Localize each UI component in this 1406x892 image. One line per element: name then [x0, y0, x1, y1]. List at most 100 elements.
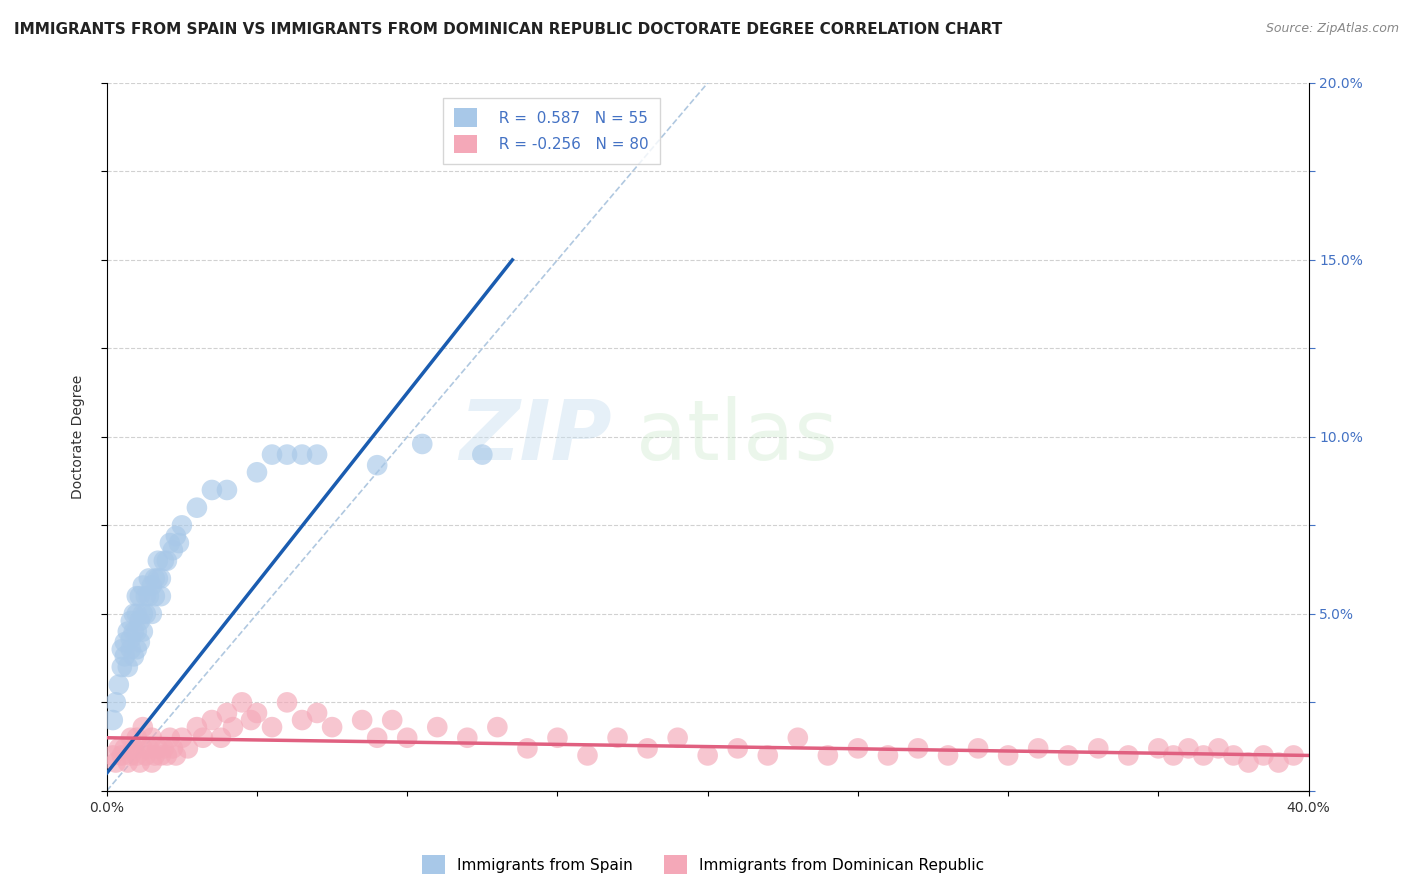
- Point: [146, 741, 169, 756]
- Point: [117, 660, 139, 674]
- Point: [209, 731, 232, 745]
- Point: [246, 706, 269, 720]
- Point: [170, 731, 193, 745]
- Point: [122, 741, 145, 756]
- Point: [177, 741, 200, 756]
- Point: [411, 437, 433, 451]
- Text: ZIP: ZIP: [458, 396, 612, 477]
- Point: [426, 720, 449, 734]
- Point: [132, 741, 155, 756]
- Point: [141, 578, 163, 592]
- Point: [1118, 748, 1140, 763]
- Point: [122, 649, 145, 664]
- Point: [186, 500, 208, 515]
- Point: [111, 660, 134, 674]
- Point: [159, 536, 181, 550]
- Point: [576, 748, 599, 763]
- Point: [1237, 756, 1260, 770]
- Legend:   R =  0.587   N = 55,   R = -0.256   N = 80: R = 0.587 N = 55, R = -0.256 N = 80: [443, 97, 659, 164]
- Y-axis label: Doctorate Degree: Doctorate Degree: [72, 375, 86, 499]
- Point: [156, 748, 179, 763]
- Point: [606, 731, 628, 745]
- Point: [240, 713, 263, 727]
- Point: [1222, 748, 1244, 763]
- Point: [143, 589, 166, 603]
- Point: [162, 741, 184, 756]
- Point: [186, 720, 208, 734]
- Point: [107, 741, 129, 756]
- Point: [666, 731, 689, 745]
- Point: [104, 695, 127, 709]
- Point: [138, 741, 160, 756]
- Point: [143, 748, 166, 763]
- Point: [786, 731, 808, 745]
- Point: [132, 578, 155, 592]
- Point: [120, 731, 142, 745]
- Point: [471, 448, 494, 462]
- Point: [260, 448, 283, 462]
- Point: [291, 713, 314, 727]
- Point: [149, 748, 172, 763]
- Point: [817, 748, 839, 763]
- Point: [276, 448, 298, 462]
- Point: [396, 731, 419, 745]
- Point: [637, 741, 659, 756]
- Point: [132, 624, 155, 639]
- Point: [1208, 741, 1230, 756]
- Point: [321, 720, 343, 734]
- Point: [141, 607, 163, 621]
- Point: [967, 741, 990, 756]
- Point: [307, 706, 329, 720]
- Point: [231, 695, 253, 709]
- Point: [135, 607, 157, 621]
- Point: [156, 554, 179, 568]
- Point: [165, 748, 187, 763]
- Point: [352, 713, 374, 727]
- Point: [120, 614, 142, 628]
- Point: [120, 632, 142, 646]
- Point: [125, 731, 148, 745]
- Point: [138, 572, 160, 586]
- Point: [1087, 741, 1109, 756]
- Point: [125, 607, 148, 621]
- Point: [215, 483, 238, 497]
- Point: [696, 748, 718, 763]
- Point: [907, 741, 929, 756]
- Point: [276, 695, 298, 709]
- Point: [101, 713, 124, 727]
- Point: [143, 572, 166, 586]
- Point: [132, 607, 155, 621]
- Point: [222, 720, 245, 734]
- Point: [170, 518, 193, 533]
- Text: Source: ZipAtlas.com: Source: ZipAtlas.com: [1265, 22, 1399, 36]
- Point: [149, 572, 172, 586]
- Point: [516, 741, 538, 756]
- Point: [138, 589, 160, 603]
- Point: [1253, 748, 1275, 763]
- Point: [149, 589, 172, 603]
- Point: [1282, 748, 1305, 763]
- Point: [132, 720, 155, 734]
- Point: [114, 741, 136, 756]
- Point: [128, 635, 150, 649]
- Point: [165, 529, 187, 543]
- Point: [153, 741, 176, 756]
- Point: [366, 731, 388, 745]
- Point: [120, 642, 142, 657]
- Point: [1057, 748, 1080, 763]
- Point: [117, 756, 139, 770]
- Point: [135, 589, 157, 603]
- Point: [997, 748, 1019, 763]
- Point: [107, 678, 129, 692]
- Point: [877, 748, 900, 763]
- Point: [104, 756, 127, 770]
- Point: [756, 748, 779, 763]
- Point: [1147, 741, 1170, 756]
- Point: [1026, 741, 1049, 756]
- Point: [128, 589, 150, 603]
- Point: [128, 614, 150, 628]
- Point: [1163, 748, 1185, 763]
- Point: [201, 713, 224, 727]
- Point: [125, 624, 148, 639]
- Point: [125, 642, 148, 657]
